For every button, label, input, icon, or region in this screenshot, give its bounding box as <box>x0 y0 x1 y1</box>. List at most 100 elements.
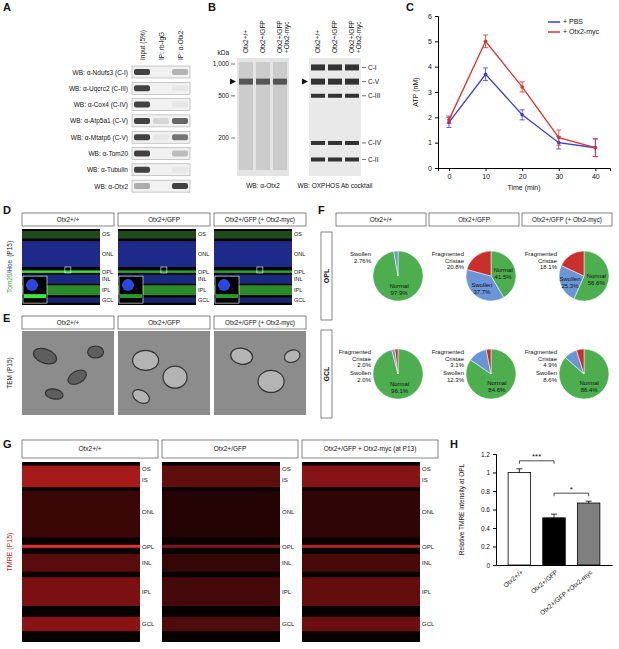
band <box>172 85 188 91</box>
roi-box <box>161 267 167 273</box>
leader <box>362 95 366 96</box>
data-label: 41.5% <box>495 274 513 280</box>
text-line: Fragmented <box>525 349 557 355</box>
layer-label: OPL <box>422 544 435 550</box>
tick: 0.4 <box>481 525 496 532</box>
text-line: Fragmented <box>339 349 371 355</box>
slice-label: Normal <box>390 381 409 387</box>
tick-mark <box>435 41 438 42</box>
bar <box>508 473 531 566</box>
mitochondrion <box>133 350 159 370</box>
data-label: 2.0% <box>357 377 371 383</box>
data-label: 3.1% <box>450 362 464 368</box>
error-bar <box>520 110 525 120</box>
tick: 0 <box>428 165 438 172</box>
layer-label: IPL <box>422 589 432 595</box>
band <box>172 102 188 108</box>
band <box>328 94 342 98</box>
layer-label: ONL <box>282 509 295 515</box>
os-is-layer <box>302 466 420 488</box>
text-line: Otx2+/GFP <box>148 216 180 223</box>
layer-label: ONL <box>102 251 113 257</box>
layer-label: OS <box>142 466 151 472</box>
panel-g: Otx2+/+OSISONLOPLINLIPLGCLOtx2+/GFPOSISO… <box>6 440 438 642</box>
blot-strip <box>132 131 190 143</box>
tick: 0 <box>448 168 452 180</box>
band <box>134 167 150 173</box>
slice-label: FragmentedCristae <box>525 349 558 362</box>
blot-strip <box>132 82 190 94</box>
slice-label: Swollen <box>350 251 371 257</box>
tick-mark <box>559 168 560 171</box>
pie-labels: FragmentedCristae18.1%Swollen25.3%Normal… <box>525 251 606 289</box>
inset <box>23 276 47 303</box>
tick-label: 40 <box>592 173 600 180</box>
tick-mark <box>493 528 496 529</box>
leader <box>362 67 366 68</box>
inset-signal <box>120 294 142 298</box>
slice-label: Swollen <box>536 370 557 376</box>
os-layer <box>22 231 100 239</box>
axis-title: ATP (nM) <box>412 77 420 106</box>
layer-label: IPL <box>282 589 292 595</box>
micrograph <box>118 331 210 415</box>
plot-area <box>508 469 600 565</box>
marker <box>594 146 598 150</box>
slice-label: FragmentedCristae <box>432 349 465 362</box>
tick-mark <box>486 168 487 171</box>
band <box>311 94 325 98</box>
layer-label: GCL <box>422 621 435 627</box>
tick: Otx2+/GFP +Otx2-myc <box>538 565 594 617</box>
band <box>134 183 150 189</box>
onl-layer <box>214 241 292 267</box>
error-bar <box>446 116 451 124</box>
layer-label: INL <box>422 560 432 566</box>
pie <box>373 251 423 301</box>
text-line: Otx2+/+ <box>57 216 80 223</box>
marker <box>447 118 451 122</box>
text-line: Cristae <box>445 258 465 264</box>
text-line: Otx2+/+ <box>370 216 393 223</box>
onl-layer <box>22 241 100 267</box>
marker <box>594 146 598 150</box>
band <box>153 134 169 140</box>
text-line: Otx2+/GFP (+ Otx2-myc) <box>532 216 602 224</box>
text-line: Cristae <box>352 356 372 362</box>
layer-label: GCL <box>282 621 295 627</box>
tick-label: 1 <box>486 469 490 476</box>
onl-layer <box>118 241 196 267</box>
header-box <box>429 213 519 226</box>
micrograph <box>214 331 306 415</box>
column-header: Otx2+/+ <box>314 30 321 53</box>
error-bar <box>593 139 598 157</box>
opl-layer <box>22 545 140 548</box>
slice-label: Normal <box>579 380 598 386</box>
band <box>311 64 325 70</box>
blot-label: WB: OXPHOS Ab cocktail <box>298 182 373 189</box>
axis-title: Time (min) <box>507 184 540 192</box>
layer-label: OS <box>102 231 110 237</box>
tick: 3 <box>428 89 438 96</box>
os-layer <box>214 231 292 239</box>
tick: 1.2 <box>481 451 496 458</box>
row-label: WB: α-Cox4 (C-IV) <box>74 101 128 109</box>
row-label: WB: α-Tom20 <box>88 150 128 157</box>
data-label: 18.1% <box>540 264 558 270</box>
mitochondrion <box>66 367 89 387</box>
column-header: Otx2+/GFP (+ Otx2-myc) <box>225 319 295 327</box>
error-bar <box>586 501 592 503</box>
layer-label: INL <box>142 560 152 566</box>
tick: 0.8 <box>481 488 496 495</box>
header-box <box>22 440 158 458</box>
slice-label: Normal <box>389 283 408 289</box>
opl-layer <box>214 270 292 273</box>
complex-label: C-IV <box>368 139 382 146</box>
tick-mark <box>435 92 438 93</box>
tick: 1 <box>428 139 438 146</box>
layer-label: ONL <box>294 251 305 257</box>
error-bar <box>556 130 561 145</box>
panel-h: 00.20.40.60.811.2Otx2+/+Otx2+/GFPOtx2+/G… <box>458 451 613 617</box>
band <box>134 85 150 91</box>
band <box>153 118 169 124</box>
pie-labels: FragmentedCristae20.8%Swollen37.7%Normal… <box>432 251 513 295</box>
